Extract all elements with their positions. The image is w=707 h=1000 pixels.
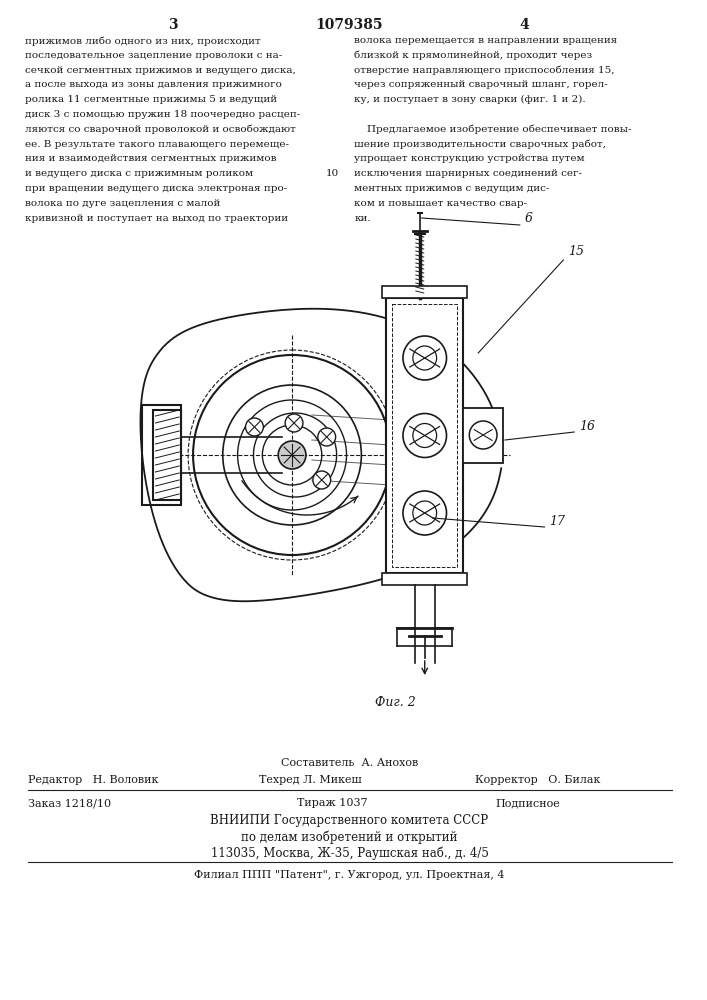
- Text: Предлагаемое изобретение обеспечивает повы-: Предлагаемое изобретение обеспечивает по…: [354, 125, 632, 134]
- Bar: [386, 298, 463, 573]
- Circle shape: [279, 441, 306, 469]
- Text: волока перемещается в направлении вращения: волока перемещается в направлении вращен…: [354, 36, 618, 45]
- Text: Заказ 1218/10: Заказ 1218/10: [28, 798, 111, 808]
- Circle shape: [285, 414, 303, 432]
- Text: исключения шарнирных соединений сег-: исключения шарнирных соединений сег-: [354, 169, 583, 178]
- Bar: [153, 410, 181, 500]
- Text: Фиг. 2: Фиг. 2: [375, 696, 416, 709]
- Text: ментных прижимов с ведущим дис-: ментных прижимов с ведущим дис-: [354, 184, 550, 193]
- Text: отверстие направляющего приспособления 15,: отверстие направляющего приспособления 1…: [354, 66, 615, 75]
- Text: 15: 15: [568, 245, 584, 258]
- Circle shape: [313, 471, 331, 489]
- Text: ки.: ки.: [354, 214, 371, 223]
- Text: при вращении ведущего диска электроная про-: при вращении ведущего диска электроная п…: [25, 184, 287, 193]
- Text: ее. В результате такого плавающего перемеще-: ее. В результате такого плавающего перем…: [25, 140, 288, 149]
- Text: ку, и поступает в зону сварки (фиг. 1 и 2).: ку, и поступает в зону сварки (фиг. 1 и …: [354, 95, 586, 104]
- Text: 16: 16: [579, 420, 595, 433]
- Text: Тираж 1037: Тираж 1037: [297, 798, 368, 808]
- Text: ляются со сварочной проволокой и освобождают: ляются со сварочной проволокой и освобож…: [25, 125, 296, 134]
- Polygon shape: [141, 309, 502, 601]
- Text: Техред Л. Микеш: Техред Л. Микеш: [259, 775, 362, 785]
- Text: Составитель  А. Анохов: Составитель А. Анохов: [281, 758, 418, 768]
- Text: Подписное: Подписное: [495, 798, 560, 808]
- Text: 113035, Москва, Ж-35, Раушская наб., д. 4/5: 113035, Москва, Ж-35, Раушская наб., д. …: [211, 846, 489, 859]
- Text: Корректор   О. Билак: Корректор О. Билак: [475, 775, 601, 785]
- Text: Филиал ППП "Патент", г. Ужгород, ул. Проектная, 4: Филиал ППП "Патент", г. Ужгород, ул. Про…: [194, 870, 505, 880]
- Text: 3: 3: [168, 18, 178, 32]
- Text: по делам изобретений и открытий: по делам изобретений и открытий: [241, 830, 457, 844]
- Text: ком и повышает качество свар-: ком и повышает качество свар-: [354, 199, 527, 208]
- Bar: [392, 304, 457, 567]
- Text: 6: 6: [525, 212, 533, 225]
- Text: шение производительности сварочных работ,: шение производительности сварочных работ…: [354, 140, 607, 149]
- Text: сечкой сегментных прижимов и ведущего диска,: сечкой сегментных прижимов и ведущего ди…: [25, 66, 296, 75]
- Circle shape: [403, 414, 447, 458]
- Bar: [141, 405, 181, 505]
- Circle shape: [469, 421, 497, 449]
- Bar: [382, 573, 467, 585]
- Text: 1079385: 1079385: [316, 18, 383, 32]
- Text: упрощает конструкцию устройства путем: упрощает конструкцию устройства путем: [354, 154, 585, 163]
- Text: 4: 4: [520, 18, 530, 32]
- Circle shape: [318, 428, 336, 446]
- Text: близкой к прямолинейной, проходит через: близкой к прямолинейной, проходит через: [354, 51, 592, 60]
- Text: диск 3 с помощью пружин 18 поочередно расцеп-: диск 3 с помощью пружин 18 поочередно ра…: [25, 110, 300, 119]
- Text: 17: 17: [549, 515, 566, 528]
- Circle shape: [245, 418, 263, 436]
- Circle shape: [403, 491, 447, 535]
- Circle shape: [403, 336, 447, 380]
- Bar: [382, 286, 467, 298]
- Bar: [463, 408, 503, 463]
- Text: и ведущего диска с прижимным роликом: и ведущего диска с прижимным роликом: [25, 169, 253, 178]
- Text: последовательное зацепление проволоки с на-: последовательное зацепление проволоки с …: [25, 51, 282, 60]
- Text: а после выхода из зоны давления прижимного: а после выхода из зоны давления прижимно…: [25, 80, 281, 89]
- Text: 10: 10: [326, 169, 339, 178]
- Text: через сопряженный сварочный шланг, горел-: через сопряженный сварочный шланг, горел…: [354, 80, 608, 89]
- Text: волока по дуге зацепления с малой: волока по дуге зацепления с малой: [25, 199, 220, 208]
- Text: кривизной и поступает на выход по траектории: кривизной и поступает на выход по траект…: [25, 214, 288, 223]
- Text: ВНИИПИ Государственного комитета СССР: ВНИИПИ Государственного комитета СССР: [211, 814, 489, 827]
- Text: Редактор   Н. Воловик: Редактор Н. Воловик: [28, 775, 158, 785]
- Text: ния и взаимодействия сегментных прижимов: ния и взаимодействия сегментных прижимов: [25, 154, 276, 163]
- Text: ролика 11 сегментные прижимы 5 и ведущий: ролика 11 сегментные прижимы 5 и ведущий: [25, 95, 277, 104]
- Text: прижимов либо одного из них, происходит: прижимов либо одного из них, происходит: [25, 36, 260, 45]
